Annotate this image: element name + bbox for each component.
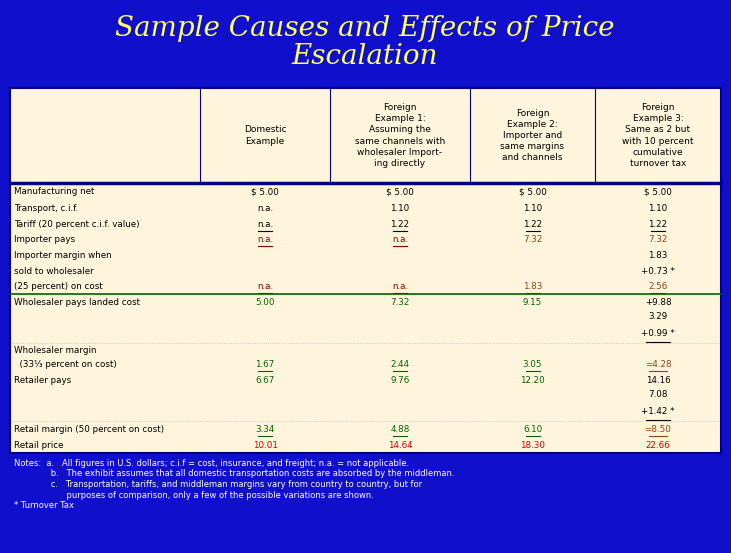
Text: Retail margin (50 percent on cost): Retail margin (50 percent on cost) [14, 425, 164, 434]
Text: +9.88: +9.88 [645, 298, 671, 307]
Text: +0.73 *: +0.73 * [641, 267, 675, 275]
Text: 3.29: 3.29 [648, 312, 667, 321]
Text: Manufacturing net: Manufacturing net [14, 187, 94, 196]
Text: 1.22: 1.22 [648, 220, 667, 229]
Text: Transport, c.i.f.: Transport, c.i.f. [14, 204, 78, 213]
Bar [10, 88, 721, 453]
Text: (33⅓ percent on cost): (33⅓ percent on cost) [14, 361, 117, 369]
Text: 18.30: 18.30 [520, 441, 545, 450]
Text: n.a.: n.a. [257, 282, 273, 291]
Text: Foreign
Example 2:
Importer and
same margins
and channels: Foreign Example 2: Importer and same mar… [501, 109, 564, 162]
Text: 12.20: 12.20 [520, 376, 545, 385]
Text: Retailer pays: Retailer pays [14, 376, 71, 385]
Text: 7.08: 7.08 [648, 390, 667, 399]
Text: Wholesaler margin: Wholesaler margin [14, 346, 96, 355]
Text: $ 5.00: $ 5.00 [518, 187, 547, 196]
Text: c.   Transportation, tariffs, and middleman margins vary from country to country: c. Transportation, tariffs, and middlema… [14, 480, 422, 489]
Text: Sample Causes and Effects of Price: Sample Causes and Effects of Price [115, 14, 615, 41]
Text: Foreign
Example 1:
Assuming the
same channels with
wholesaler Import-
ing direct: Foreign Example 1: Assuming the same cha… [355, 103, 445, 168]
Text: 10.01: 10.01 [253, 441, 278, 450]
Text: Escalation: Escalation [292, 43, 439, 70]
Text: 14.64: 14.64 [387, 441, 412, 450]
Text: Domestic
Example: Domestic Example [243, 126, 287, 145]
Text: $ 5.00: $ 5.00 [386, 187, 414, 196]
Text: 3.34: 3.34 [255, 425, 275, 434]
Text: Foreign
Example 3:
Same as 2 but
with 10 percent
cumulative
turnover tax: Foreign Example 3: Same as 2 but with 10… [622, 103, 694, 168]
Text: +0.99 *: +0.99 * [641, 329, 675, 338]
Text: 1.83: 1.83 [523, 282, 542, 291]
Text: 9.15: 9.15 [523, 298, 542, 307]
Text: 5.00: 5.00 [255, 298, 275, 307]
Text: $ 5.00: $ 5.00 [251, 187, 279, 196]
Text: n.a.: n.a. [257, 236, 273, 244]
Text: n.a.: n.a. [257, 220, 273, 229]
Text: 14.16: 14.16 [645, 376, 670, 385]
Text: Notes:  a.   All figures in U.S. dollars; c.i.f = cost, insurance, and freight; : Notes: a. All figures in U.S. dollars; c… [14, 459, 409, 468]
Text: purposes of comparison, only a few of the possible variations are shown.: purposes of comparison, only a few of th… [14, 491, 374, 499]
Text: =4.28: =4.28 [645, 361, 671, 369]
Text: b.   The exhibit assumes that all domestic transportation costs are absorbed by : b. The exhibit assumes that all domestic… [14, 469, 455, 478]
Text: (25 percent) on cost: (25 percent) on cost [14, 282, 103, 291]
Text: Importer margin when: Importer margin when [14, 251, 112, 260]
Text: =8.50: =8.50 [645, 425, 672, 434]
Text: n.a.: n.a. [392, 282, 408, 291]
Text: 7.32: 7.32 [390, 298, 409, 307]
Text: 6.67: 6.67 [255, 376, 275, 385]
Text: 7.32: 7.32 [648, 236, 667, 244]
Text: sold to wholesaler: sold to wholesaler [14, 267, 94, 275]
Text: 1.22: 1.22 [390, 220, 409, 229]
Text: 3.05: 3.05 [523, 361, 542, 369]
Text: 1.10: 1.10 [523, 204, 542, 213]
Text: +1.42 *: +1.42 * [641, 407, 675, 416]
Text: * Turnover Tax: * Turnover Tax [14, 501, 74, 510]
Text: 7.32: 7.32 [523, 236, 542, 244]
Text: Importer pays: Importer pays [14, 236, 75, 244]
Text: 2.56: 2.56 [648, 282, 667, 291]
Text: 1.22: 1.22 [523, 220, 542, 229]
Text: 6.10: 6.10 [523, 425, 542, 434]
Text: 1.10: 1.10 [648, 204, 667, 213]
Text: 1.83: 1.83 [648, 251, 667, 260]
Text: 2.44: 2.44 [390, 361, 409, 369]
Text: n.a.: n.a. [257, 204, 273, 213]
Text: n.a.: n.a. [392, 236, 408, 244]
Text: 4.88: 4.88 [390, 425, 409, 434]
Text: Tariff (20 percent c.i.f. value): Tariff (20 percent c.i.f. value) [14, 220, 140, 229]
Text: $ 5.00: $ 5.00 [644, 187, 672, 196]
Text: Retail price: Retail price [14, 441, 64, 450]
Text: Wholesaler pays landed cost: Wholesaler pays landed cost [14, 298, 140, 307]
Text: 1.67: 1.67 [255, 361, 275, 369]
Text: 9.76: 9.76 [390, 376, 409, 385]
Text: 1.10: 1.10 [390, 204, 409, 213]
Text: 22.66: 22.66 [645, 441, 670, 450]
